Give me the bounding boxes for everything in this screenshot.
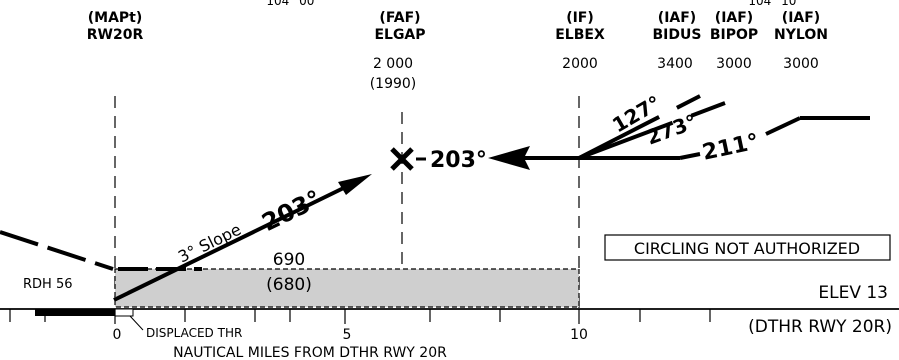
- fix-role-rw20r: (MAPt): [88, 10, 143, 26]
- circling-note-box: [604, 234, 891, 261]
- fix-name-bidus: BIDUS: [653, 27, 702, 43]
- faf-course-label: 203°: [430, 148, 487, 173]
- fix-name-elbex: ELBEX: [555, 27, 605, 43]
- faf-cross-marker: [390, 147, 414, 171]
- feeder-route-nylon-step: [765, 116, 801, 136]
- rdh-label: RDH 56: [23, 277, 73, 292]
- fix-role-elgap: (FAF): [379, 10, 420, 26]
- distance-scale: [9, 309, 711, 324]
- glide-slope-arrowhead: [338, 174, 372, 195]
- final-segment-shaded-area: [114, 268, 580, 308]
- intermediate-segment-arrowhead: [488, 146, 530, 170]
- glide-slope-line: [113, 178, 361, 302]
- feeder-course-nylon: 211°: [700, 129, 761, 165]
- fix-role-nylon: (IAF): [782, 10, 820, 26]
- distance-tick-label-0: 0: [113, 327, 122, 343]
- final-course-label: 203°: [257, 185, 325, 237]
- feeder-route-bidus: [578, 94, 701, 160]
- feeder-route-nylon-rise: [679, 152, 701, 160]
- fix-role-bidus: (IAF): [658, 10, 696, 26]
- top-coordinate-label-right: 104° 10': [748, 0, 799, 8]
- fix-role-bipop: (IAF): [715, 10, 753, 26]
- fix-role-elbex: (IF): [566, 10, 594, 26]
- step-altitude-msl: 690: [273, 250, 305, 270]
- fix-altitude-elbex: 2000: [562, 56, 598, 72]
- displaced-threshold-label: DISPLACED THR: [146, 326, 242, 340]
- fix-altitude-secondary-elgap: (1990): [370, 76, 417, 92]
- axis-title: NAUTICAL MILES FROM DTHR RWY 20R: [173, 345, 447, 360]
- distance-tick-label-10: 10: [570, 327, 588, 343]
- distance-tick-label-5: 5: [343, 327, 352, 343]
- step-altitude-agl: (680): [266, 275, 312, 295]
- fix-altitude-nylon: 3000: [783, 56, 819, 72]
- threshold-reference: (DTHR RWY 20R): [748, 317, 892, 337]
- airport-elevation: ELEV 13: [818, 283, 888, 303]
- fix-name-elgap: ELGAP: [374, 27, 425, 43]
- top-coordinate-label-left: 104° 00': [266, 0, 317, 8]
- fix-name-nylon: NYLON: [774, 27, 828, 43]
- fix-altitude-elgap: 2 000: [373, 56, 413, 72]
- fix-name-bipop: BIPOP: [710, 27, 758, 43]
- fix-name-rw20r: RW20R: [87, 27, 144, 43]
- displaced-threshold-box: [114, 308, 134, 317]
- displaced-threshold-leader: [129, 315, 144, 331]
- missed-approach-path: [0, 230, 114, 271]
- circling-note: CIRCLING NOT AUTHORIZED: [634, 239, 860, 258]
- feeder-route-bipop: [578, 101, 726, 160]
- fix-altitude-bipop: 3000: [716, 56, 752, 72]
- fix-altitude-bidus: 3400: [657, 56, 693, 72]
- runway-bar: [35, 309, 115, 316]
